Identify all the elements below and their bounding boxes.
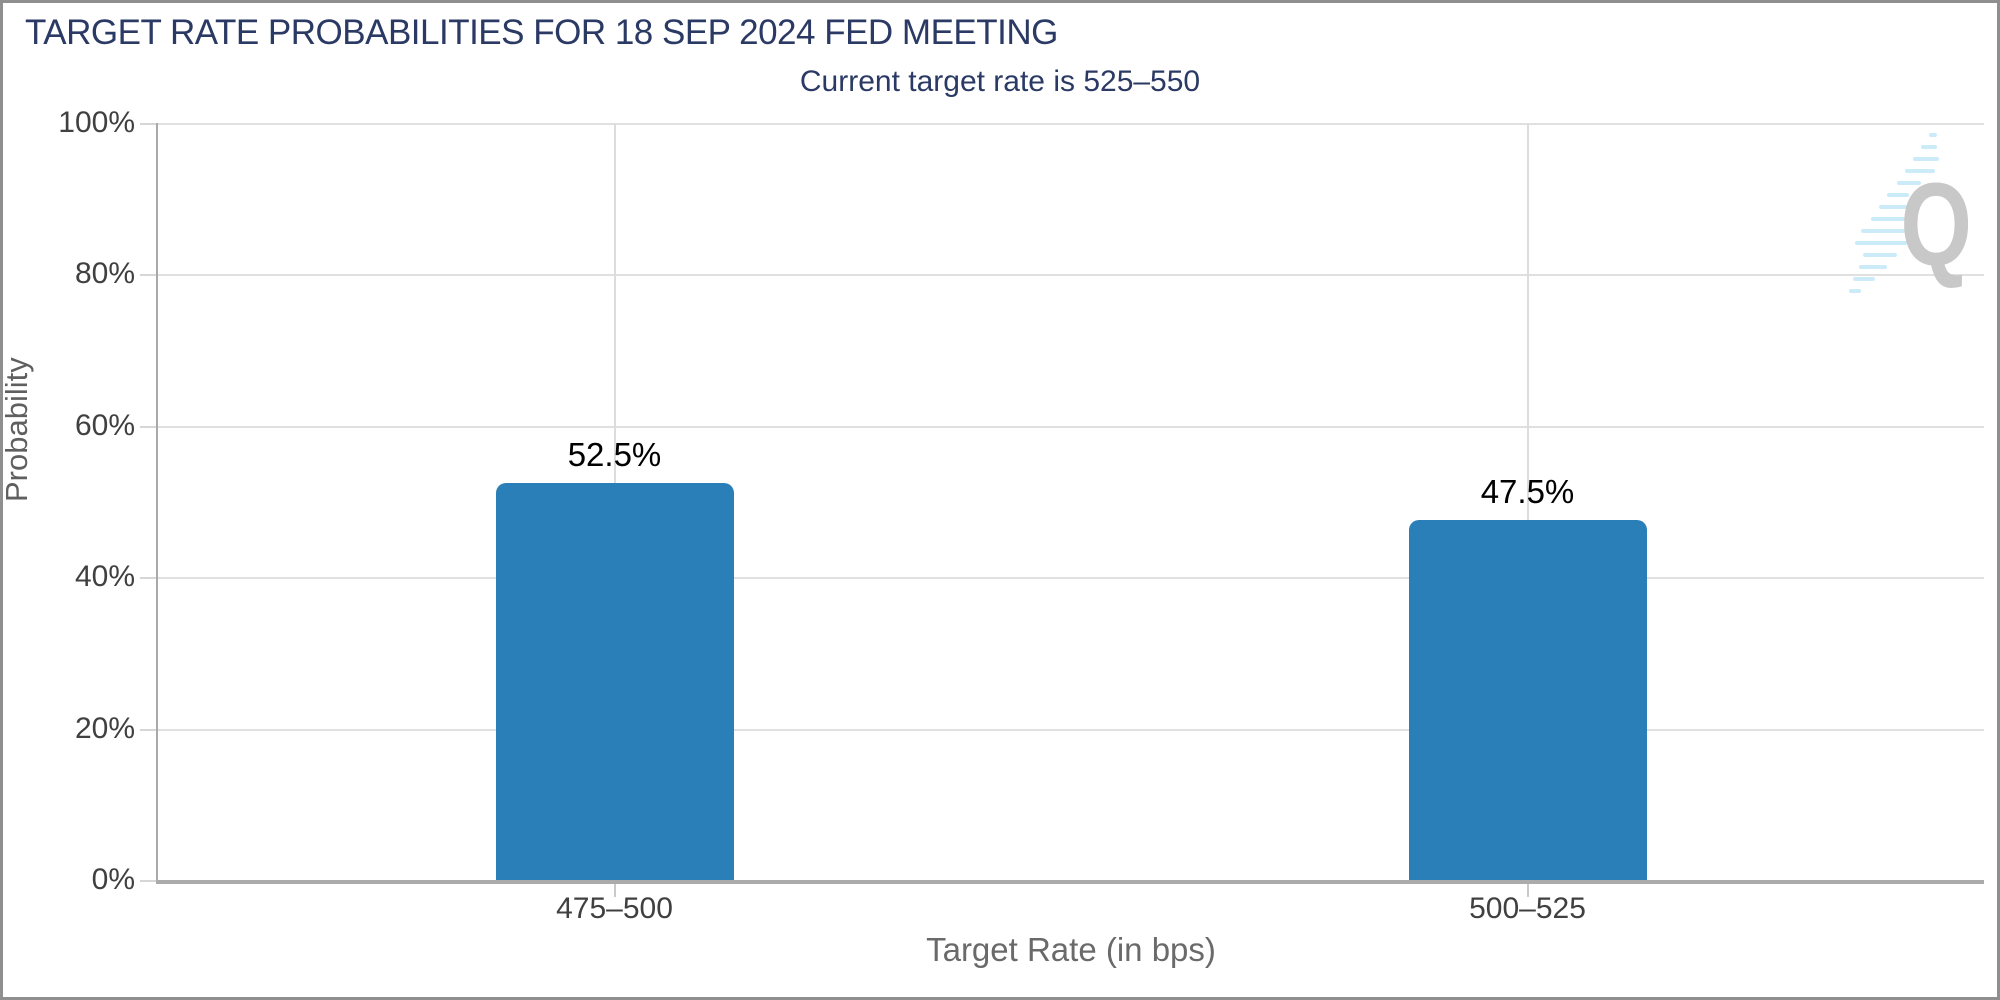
x-axis-line xyxy=(156,880,1984,884)
gridline-horizontal xyxy=(158,577,1984,580)
plot-area: 52.5% 47.5% xyxy=(140,123,1984,897)
chart-subtitle: Current target rate is 525–550 xyxy=(799,65,1201,98)
y-axis-title: Probability xyxy=(0,357,34,502)
y-axis-tick xyxy=(140,123,156,125)
chart-title: TARGET RATE PROBABILITIES FOR 18 SEP 202… xyxy=(25,13,1058,52)
gridline-horizontal xyxy=(158,123,1984,125)
y-axis-tick xyxy=(140,274,156,277)
bar-value-label: 52.5% xyxy=(567,435,662,473)
y-axis-tick xyxy=(140,577,156,580)
category-cell-500-525: 47.5% xyxy=(1071,123,1984,897)
bar-group: 52.5% xyxy=(495,123,734,880)
y-axis-tick xyxy=(140,880,156,882)
bar-group: 47.5% xyxy=(1408,123,1647,880)
x-axis-labels: 475–500 500–525 xyxy=(158,892,1984,926)
x-axis-tick xyxy=(1526,884,1529,897)
x-tick-label: 500–525 xyxy=(1469,892,1586,925)
category-cell-475-500: 52.5% xyxy=(158,123,1071,897)
gridline-vertical xyxy=(1526,123,1529,880)
x-axis-tick xyxy=(613,884,616,897)
bar-500-525[interactable] xyxy=(1408,520,1647,880)
y-axis-tick xyxy=(140,728,156,731)
watermark-q-letter: Q xyxy=(1900,159,1972,291)
gridline-horizontal xyxy=(158,728,1984,731)
y-tick-label: 60% xyxy=(74,408,135,442)
y-axis-tick xyxy=(140,425,156,428)
category-track: 52.5% 47.5% xyxy=(158,123,1984,897)
gridline-horizontal xyxy=(158,274,1984,277)
y-axis-labels: 100% 80% 60% 40% 20% 0% xyxy=(3,106,135,896)
quikstrike-watermark-icon: Q xyxy=(1849,133,1972,293)
y-tick-label: 0% xyxy=(91,863,135,896)
y-tick-label: 100% xyxy=(58,106,135,139)
y-tick-label: 80% xyxy=(74,257,135,291)
bar-value-label: 47.5% xyxy=(1480,473,1575,511)
y-axis-line xyxy=(156,123,158,880)
y-tick-label: 40% xyxy=(74,560,135,594)
bar-475-500[interactable] xyxy=(495,482,734,880)
x-axis-title: Target Rate (in bps) xyxy=(926,931,1216,968)
gridline-horizontal xyxy=(158,425,1984,428)
y-tick-label: 20% xyxy=(74,711,135,745)
x-tick-label: 475–500 xyxy=(556,892,673,925)
